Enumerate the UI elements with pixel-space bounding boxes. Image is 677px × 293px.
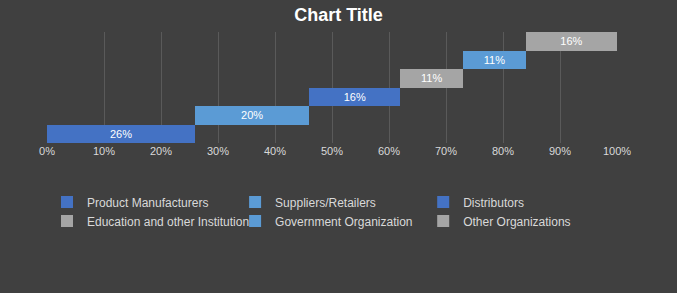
svg-text:70%: 70% xyxy=(435,145,457,157)
svg-text:90%: 90% xyxy=(549,145,571,157)
svg-text:50%: 50% xyxy=(321,145,343,157)
svg-text:11%: 11% xyxy=(484,54,505,66)
svg-text:11%: 11% xyxy=(421,72,442,84)
svg-text:0%: 0% xyxy=(39,145,55,157)
svg-text:Distributors: Distributors xyxy=(463,196,524,210)
svg-text:40%: 40% xyxy=(264,145,286,157)
svg-text:20%: 20% xyxy=(241,109,263,121)
svg-text:Government Organization: Government Organization xyxy=(275,215,412,229)
svg-text:60%: 60% xyxy=(378,145,400,157)
svg-text:80%: 80% xyxy=(492,145,514,157)
svg-text:100%: 100% xyxy=(603,145,631,157)
svg-text:Education and other Institutio: Education and other Institutions xyxy=(87,215,255,229)
svg-text:Suppliers/Retailers: Suppliers/Retailers xyxy=(275,196,376,210)
svg-text:10%: 10% xyxy=(93,145,115,157)
svg-text:Chart Title: Chart Title xyxy=(294,5,383,25)
svg-text:16%: 16% xyxy=(344,91,366,103)
svg-text:Product Manufacturers: Product Manufacturers xyxy=(87,196,208,210)
svg-text:30%: 30% xyxy=(207,145,229,157)
svg-text:Other Organizations: Other Organizations xyxy=(463,215,570,229)
svg-text:20%: 20% xyxy=(150,145,172,157)
svg-text:26%: 26% xyxy=(110,128,132,140)
svg-text:16%: 16% xyxy=(560,35,582,47)
